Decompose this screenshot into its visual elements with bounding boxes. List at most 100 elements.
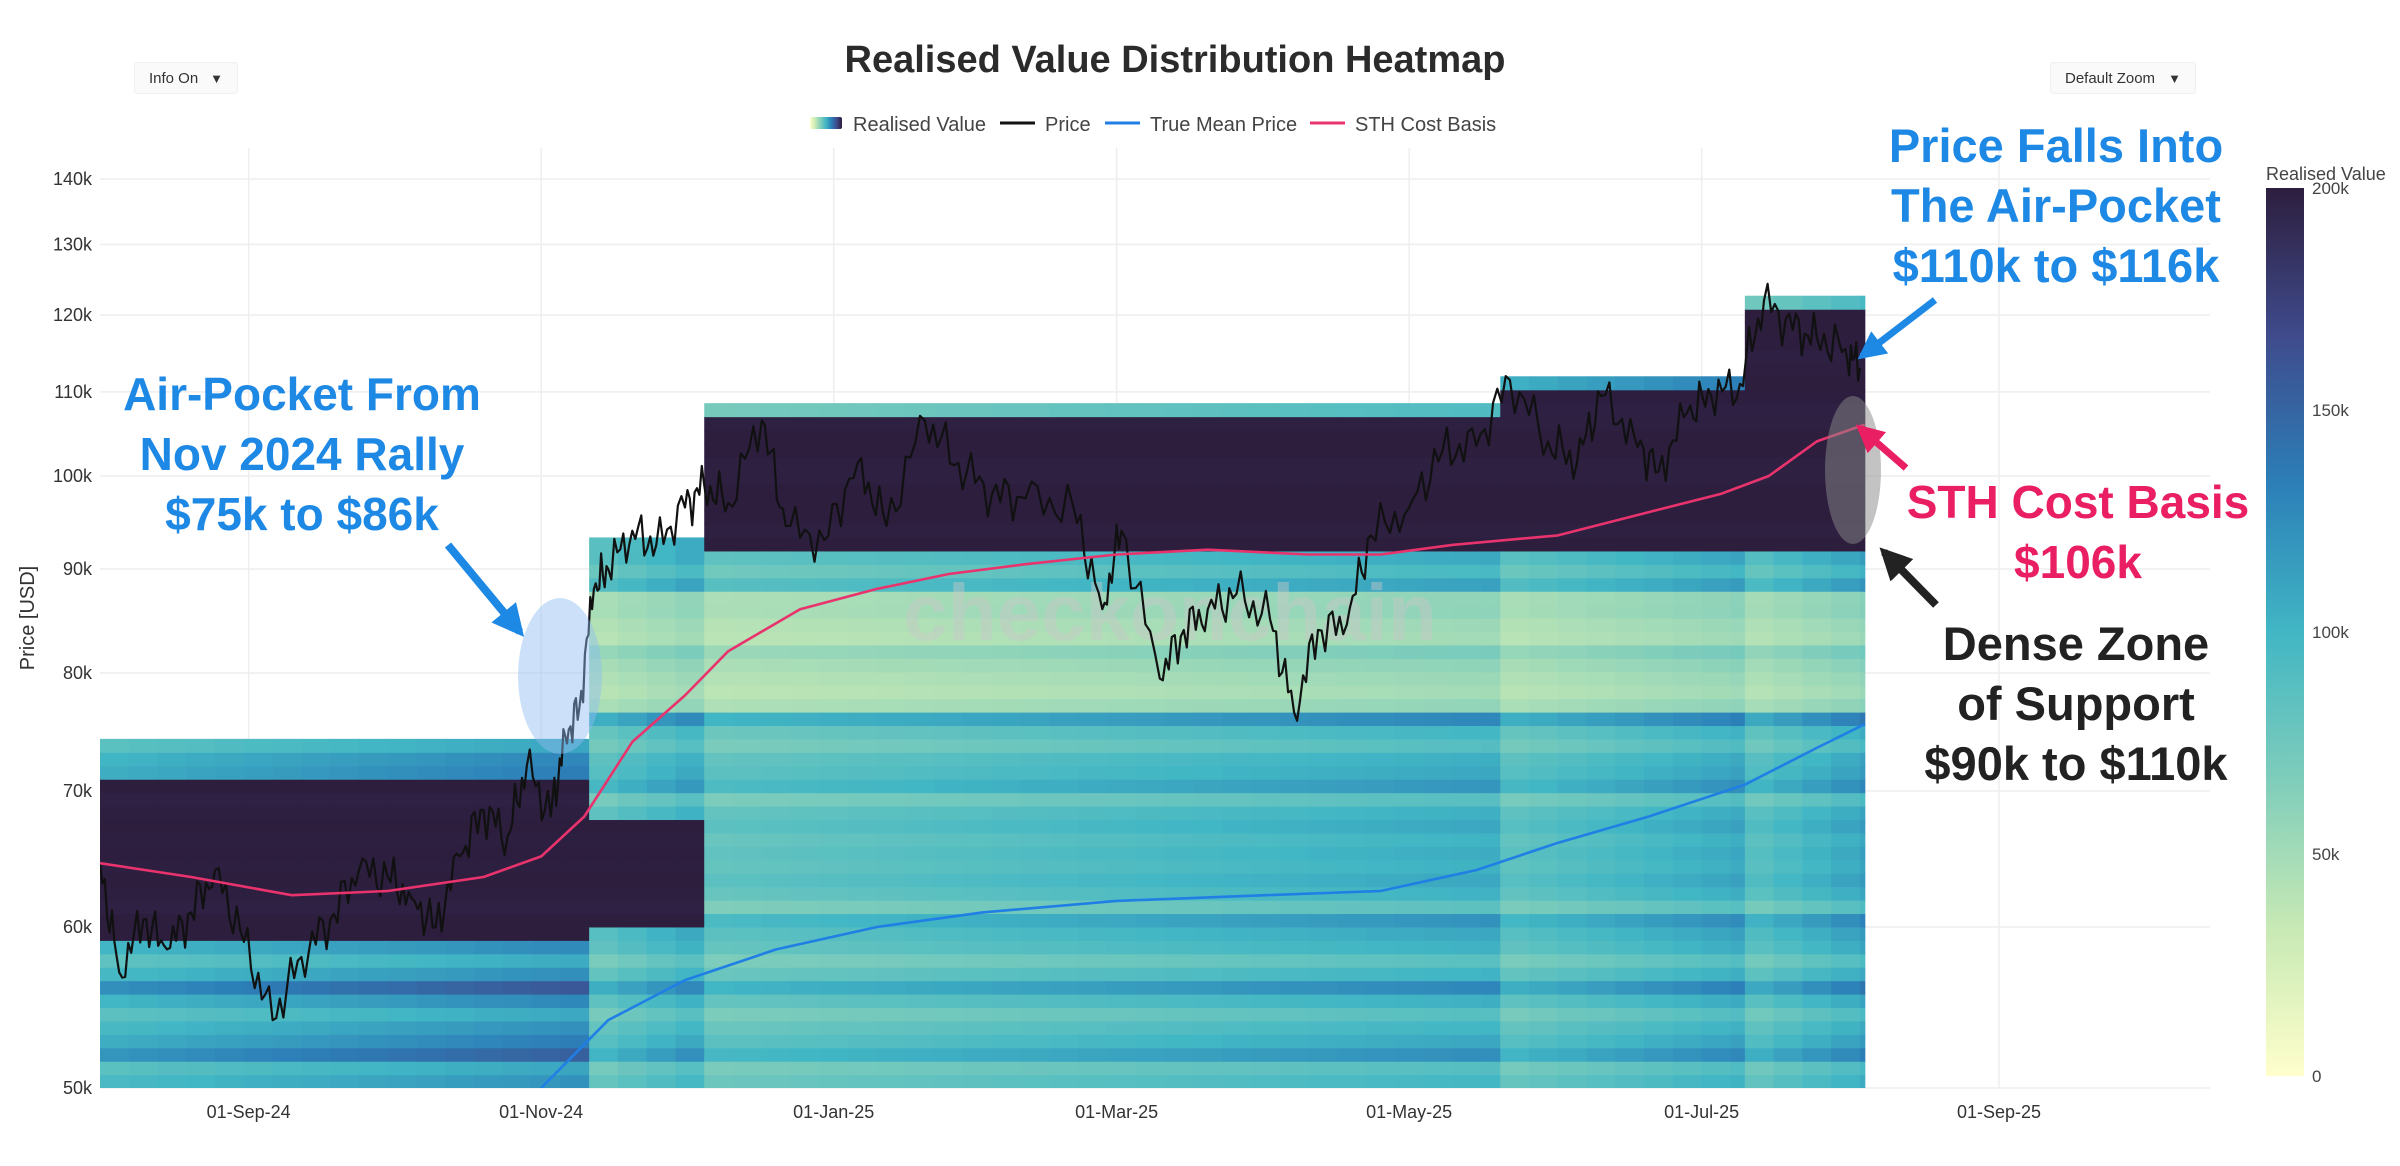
heatmap-cell [646, 631, 677, 646]
heatmap-cell [1529, 537, 1559, 552]
heatmap-cell [675, 913, 705, 928]
heatmap-cell [243, 1020, 274, 1035]
heatmap-cell [819, 792, 849, 807]
heatmap-cell [1859, 658, 1866, 673]
colorbar-tick-label: 150k [2312, 401, 2349, 420]
heatmap-cell [819, 779, 849, 794]
heatmap-cell [1802, 980, 1832, 995]
heatmap-cell [1337, 631, 1367, 646]
heatmap-cell [1481, 550, 1501, 565]
heatmap-cell [1135, 685, 1166, 700]
heatmap-cell [733, 967, 763, 982]
heatmap-cell [1078, 631, 1108, 646]
heatmap-cell [1481, 926, 1501, 941]
heatmap-cell [1049, 765, 1079, 780]
heatmap-cell [991, 685, 1022, 700]
heatmap-cell [934, 1034, 964, 1049]
heatmap-cell [963, 806, 993, 821]
heatmap-cell [1701, 671, 1732, 686]
heatmap-cell [704, 618, 734, 633]
heatmap-cell [589, 550, 619, 565]
heatmap-cell [1452, 738, 1482, 753]
heatmap-cell [617, 591, 648, 606]
heatmap-cell [1423, 913, 1453, 928]
annotation-air-pocket-line-1: Air-Pocket From [123, 368, 481, 420]
heatmap-cell [1773, 537, 1803, 552]
heatmap-cell [1020, 1074, 1051, 1088]
heatmap-cell [1500, 618, 1530, 633]
heatmap-cell [1308, 859, 1338, 874]
colorbar-tick-label: 200k [2312, 179, 2349, 198]
heatmap-cell [1730, 994, 1746, 1009]
heatmap-cell [1193, 698, 1223, 713]
heatmap-cell [1366, 846, 1396, 861]
heatmap-cell [1644, 832, 1674, 847]
heatmap-cell [1308, 1047, 1338, 1062]
heatmap-cell [1135, 953, 1166, 968]
legend-swatch-realised-value [810, 117, 842, 129]
heatmap-cell [1557, 416, 1588, 431]
heatmap-cell [790, 644, 820, 659]
heatmap-cell [675, 1020, 705, 1035]
heatmap-cell [1308, 712, 1338, 727]
heatmap-cell [1020, 738, 1051, 753]
heatmap-cell [1529, 994, 1559, 1009]
heatmap-cell [1049, 1007, 1079, 1022]
heatmap-cell [617, 765, 648, 780]
heatmap-cell [1557, 738, 1588, 753]
heatmap-cell [1193, 900, 1223, 915]
heatmap-cell [1701, 712, 1732, 727]
heatmap-cell [1193, 524, 1223, 539]
heatmap-cell [1701, 524, 1732, 539]
heatmap-cell [1586, 644, 1616, 659]
heatmap-cell [1250, 792, 1281, 807]
heatmap-cell [1394, 1034, 1425, 1049]
heatmap-cell [1049, 564, 1079, 579]
heatmap-cell [617, 806, 648, 821]
heatmap-cell [934, 859, 964, 874]
heatmap-cell [1250, 416, 1281, 431]
heatmap-cell [1366, 953, 1396, 968]
heatmap-cell [761, 806, 792, 821]
heatmap-cell [991, 940, 1022, 955]
heatmap-cell [1366, 470, 1396, 485]
heatmap-cell [704, 550, 734, 565]
heatmap-cell [963, 926, 993, 941]
info-toggle-dropdown[interactable]: Info On ▼ [134, 62, 238, 94]
heatmap-cell [848, 483, 878, 498]
heatmap-cell [733, 658, 763, 673]
heatmap-cell [733, 591, 763, 606]
heatmap-cell [100, 1007, 130, 1022]
heatmap-cell [1250, 510, 1281, 525]
heatmap-cell [1078, 1007, 1108, 1022]
heatmap-cell [1730, 967, 1746, 982]
arrow-air-pocket [444, 542, 525, 637]
heatmap-cell [675, 926, 705, 941]
heatmap-cell [790, 1034, 820, 1049]
heatmap-cell [1802, 819, 1832, 834]
heatmap-cell [1394, 1020, 1425, 1035]
heatmap-cell [560, 752, 590, 767]
heatmap-cell [157, 1074, 187, 1088]
heatmap-cell [905, 725, 936, 740]
heatmap-cell [560, 859, 590, 874]
heatmap-cell [1773, 819, 1803, 834]
heatmap-cell [1730, 819, 1746, 834]
heatmap-cell [991, 698, 1022, 713]
zoom-dropdown[interactable]: Default Zoom ▼ [2050, 62, 2196, 94]
heatmap-cell [387, 1061, 418, 1076]
heatmap-cell [991, 577, 1022, 592]
heatmap-cell [1773, 1007, 1803, 1022]
heatmap-cell [1250, 940, 1281, 955]
heatmap-cell [1586, 806, 1616, 821]
heatmap-cell [733, 403, 763, 418]
heatmap-cell [100, 752, 130, 767]
heatmap-cell [1394, 765, 1425, 780]
heatmap-cell [1500, 389, 1530, 404]
heatmap-cell [560, 873, 590, 888]
heatmap-cell [589, 1061, 619, 1076]
heatmap-cell [704, 926, 734, 941]
heatmap-cell [1500, 510, 1530, 525]
heatmap-cell [1164, 564, 1194, 579]
heatmap-cell [1529, 832, 1559, 847]
